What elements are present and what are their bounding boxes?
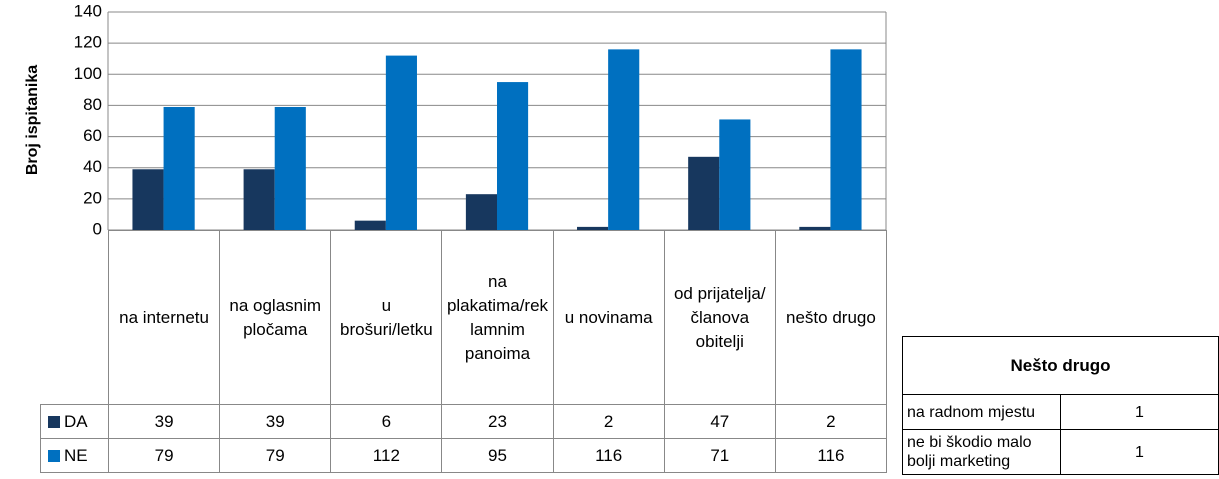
side-table-cell: 1 (1060, 394, 1219, 430)
data-label: 39 (107, 404, 221, 439)
legend-key (48, 415, 60, 428)
x-tick-label: u brošuri/letku (330, 230, 443, 405)
side-table: Nešto drugo na radnom mjestu 1 ne bi škod… (902, 336, 1219, 475)
x-tick-label: u novinama (552, 230, 665, 405)
legend-key (48, 449, 60, 462)
data-label: 112 (330, 438, 443, 473)
side-table-cell: 1 (1060, 429, 1219, 475)
data-label: 39 (219, 404, 332, 439)
x-tick-label: nešto drugo (774, 230, 887, 405)
bar (243, 169, 275, 230)
bar (799, 226, 831, 230)
x-tick-label: na oglasnim pločama (219, 230, 332, 405)
data-label: 47 (663, 404, 776, 439)
legend-label: DA (64, 411, 88, 431)
data-label: 6 (330, 404, 443, 439)
bar (577, 226, 609, 230)
data-label: 23 (441, 404, 554, 439)
bar (608, 49, 640, 230)
legend-entry: DA (40, 404, 109, 439)
bar (688, 156, 720, 230)
category-row: na internetu na oglasnim pločama u brošuri… (40, 230, 887, 405)
y-tick-label: 60 (83, 126, 102, 145)
bar (354, 220, 386, 230)
y-tick-label: 20 (83, 188, 102, 207)
y-tick-label: 80 (83, 95, 102, 114)
bar (830, 49, 862, 230)
value-row: DA 39 39 6 23 2 47 2 (40, 404, 887, 439)
data-label: 79 (107, 438, 221, 473)
data-label: 116 (774, 438, 887, 473)
bar (385, 55, 417, 230)
legend-entry: NE (40, 438, 109, 473)
corner-cell (40, 230, 109, 405)
y-axis-title: Broj ispitanika (24, 65, 41, 175)
data-label: 79 (219, 438, 332, 473)
data-label: 95 (441, 438, 554, 473)
data-label: 2 (774, 404, 887, 439)
data-label: 71 (663, 438, 776, 473)
bar (465, 194, 497, 230)
side-table-cell: ne bi škodio malo bolji marketing (902, 429, 1061, 475)
legend-label: NE (64, 445, 88, 465)
value-row: NE 79 79 112 95 116 71 116 (40, 438, 887, 473)
y-tick-label: 0 (93, 219, 102, 238)
chart: Broj ispitanika 0 20 40 60 80 100 120 140 (24, 1, 887, 238)
y-tick-label: 140 (74, 1, 102, 20)
y-tick-label: 100 (74, 64, 102, 83)
side-table-title: Nešto drugo (902, 336, 1219, 395)
bar (497, 82, 529, 230)
bar (274, 106, 306, 230)
y-tick-label: 40 (83, 157, 102, 176)
bar (132, 169, 164, 230)
data-label: 2 (552, 404, 665, 439)
y-tick-label: 120 (74, 33, 102, 52)
bar (719, 119, 751, 230)
data-label: 116 (552, 438, 665, 473)
x-tick-label: od prijatelja/članova obitelji (663, 230, 776, 405)
side-table-cell: na radnom mjestu (902, 394, 1061, 430)
x-tick-label: na internetu (107, 230, 221, 405)
data-table: na internetu na oglasnim pločama u brošuri… (40, 230, 887, 473)
bar (163, 106, 195, 230)
x-tick-label: na plakatima/reklamnim panoima (441, 230, 554, 405)
